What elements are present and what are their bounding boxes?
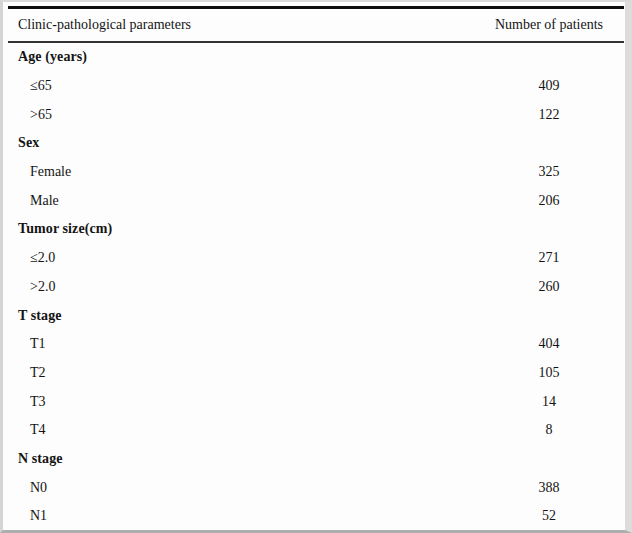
table-row: T2 105 [8,359,624,388]
row-label: >2.0 [8,279,55,295]
row-label: T1 [8,336,46,352]
row-label: T3 [8,394,46,410]
section-label: Sex [8,135,39,151]
column-header-parameters: Clinic-pathological parameters [8,17,191,33]
row-label: T4 [8,422,46,438]
row-label: ≤65 [8,78,52,94]
row-value: 325 [474,164,624,180]
row-label: Female [8,164,71,180]
row-value: 8 [474,422,624,438]
row-value: 260 [474,279,624,295]
row-label: T2 [8,365,46,381]
row-value: 404 [474,336,624,352]
table-row: T3 14 [8,387,624,416]
row-value: 52 [474,508,624,524]
column-header-number-of-patients: Number of patients [474,17,624,33]
section-row: Sex [8,129,624,158]
row-value: 409 [474,78,624,94]
table-row: ≤65 409 [8,72,624,101]
row-value: 388 [474,480,624,496]
table-row: Female 325 [8,158,624,187]
clinical-parameters-table: Clinic-pathological parameters Number of… [8,6,624,533]
table-row: ≤2.0 271 [8,244,624,273]
section-row: Tumor size(cm) [8,215,624,244]
table-row: T1 404 [8,330,624,359]
table-body: Age (years) ≤65 409 >65 122 Sex Female 325 Male 2… [8,43,624,533]
row-value: 122 [474,107,624,123]
section-label: Tumor size(cm) [8,221,112,237]
row-value: 14 [474,394,624,410]
section-row: N stage [8,445,624,474]
row-value: 271 [474,250,624,266]
table-row: >65 122 [8,100,624,129]
section-row: T stage [8,301,624,330]
section-label: T stage [8,308,62,324]
table-row: Male 206 [8,186,624,215]
section-label: N stage [8,451,63,467]
row-label: ≤2.0 [8,250,55,266]
row-label: N1 [8,508,47,524]
row-value: 105 [474,365,624,381]
section-label: Age (years) [8,49,87,65]
paper-table-screenshot: Clinic-pathological parameters Number of… [0,0,632,533]
section-row: Age (years) [8,43,624,72]
table-row: N0 388 [8,473,624,502]
table-row: >2.0 260 [8,273,624,302]
table-row: N1 52 [8,502,624,531]
row-value: 206 [474,193,624,209]
table-row: T4 8 [8,416,624,445]
row-label: >65 [8,107,52,123]
row-label: Male [8,193,59,209]
row-label: N0 [8,480,47,496]
table-header-row: Clinic-pathological parameters Number of… [8,9,624,43]
